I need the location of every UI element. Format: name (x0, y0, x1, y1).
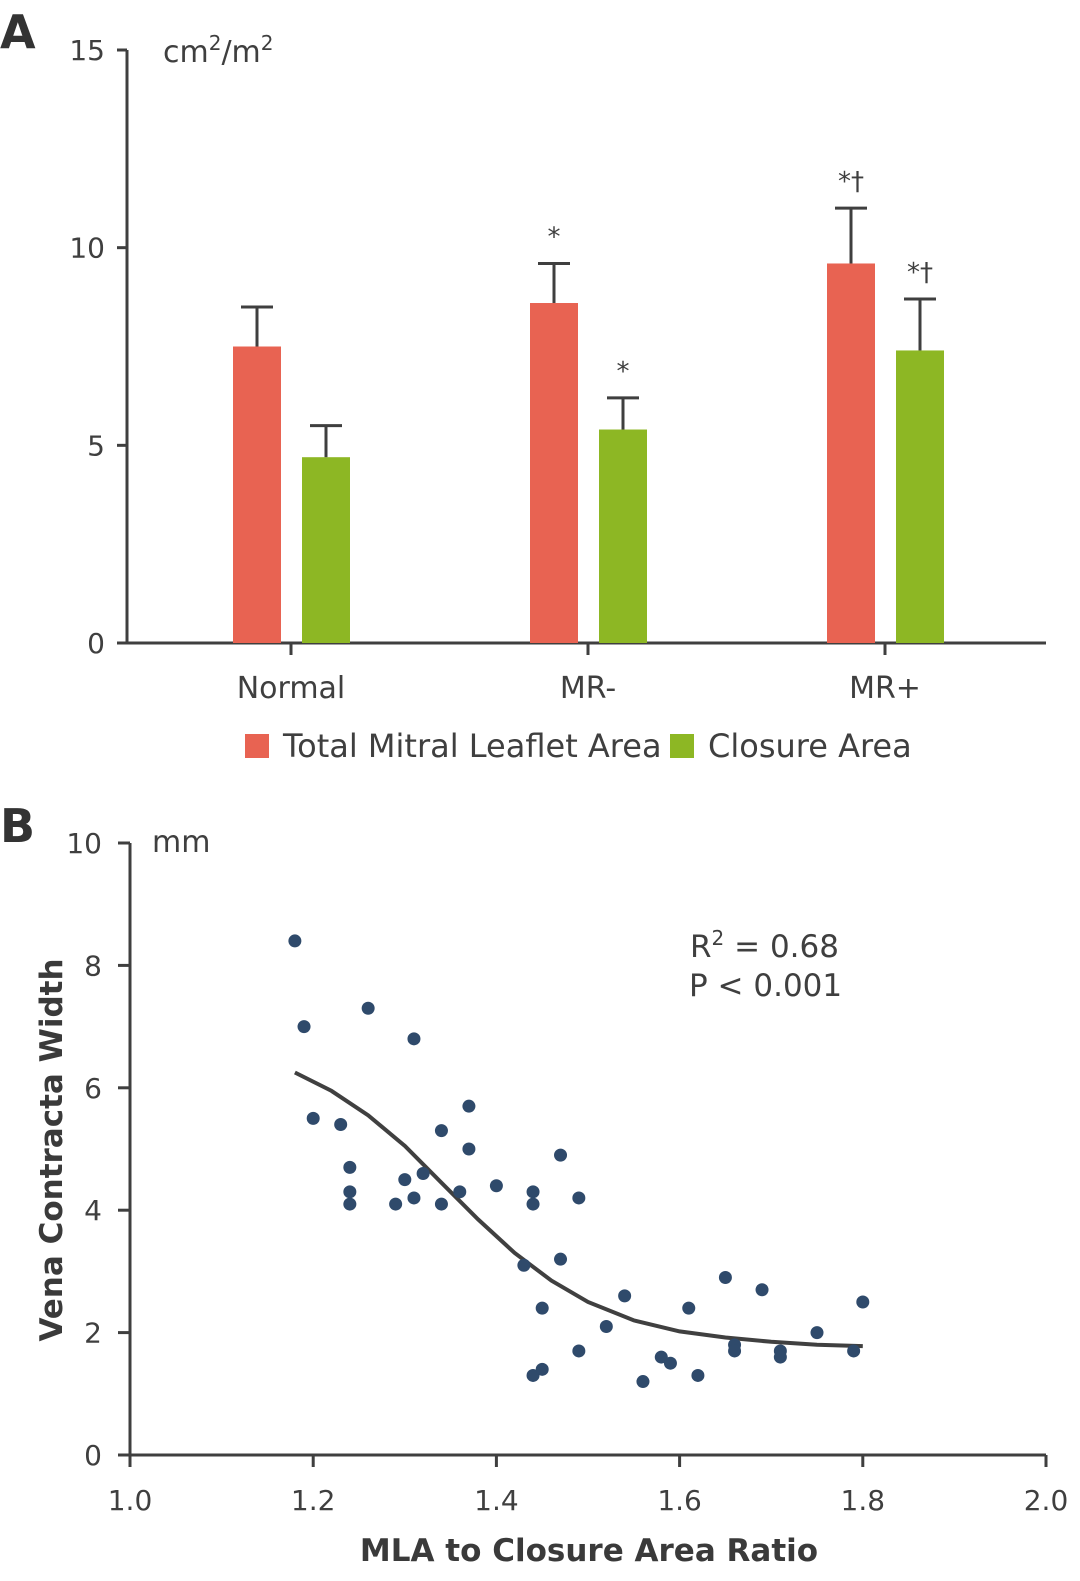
legend-swatch-closure (670, 734, 694, 758)
data-point (453, 1185, 467, 1199)
closure-area-bar (896, 350, 944, 643)
data-point (361, 1001, 375, 1015)
panel-b-x-tick-label: 2.0 (1024, 1484, 1069, 1517)
data-point (462, 1142, 476, 1156)
data-point (810, 1326, 824, 1340)
data-point (434, 1197, 448, 1211)
panel-b: B mm R2 = 0.68 P < 0.001 MLA to Closure … (0, 799, 1068, 1569)
data-point (535, 1362, 549, 1376)
data-point (599, 1319, 613, 1333)
panel-b-x-tick-label: 1.4 (474, 1484, 519, 1517)
panel-a: A cm2/m2 0 5 10 15 Normal MR- MR+ * * *† *† Total… (0, 5, 1046, 765)
data-point (389, 1197, 403, 1211)
data-point (407, 1191, 421, 1205)
data-point (398, 1173, 412, 1187)
leaflet-area-bar (530, 303, 578, 643)
data-point (288, 934, 302, 948)
panel-b-points (288, 934, 870, 1389)
data-point (718, 1271, 732, 1285)
regression-curve (294, 1070, 863, 1349)
r-squared-label: R2 = 0.68 (690, 926, 839, 965)
data-point (334, 1118, 348, 1132)
data-point (343, 1197, 357, 1211)
panel-b-axes: 0 2 4 6 8 10 1.0 1.2 1.4 1.6 1.8 2.0 (66, 827, 1068, 1517)
category-label: MR- (560, 671, 616, 706)
data-point (691, 1368, 705, 1382)
y-axis-title: Vena Contracta Width (34, 958, 70, 1341)
data-point (526, 1368, 540, 1382)
panel-b-letter: B (0, 799, 35, 853)
data-point (847, 1344, 861, 1358)
data-point (407, 1032, 421, 1046)
x-axis-title: MLA to Closure Area Ratio (360, 1533, 818, 1569)
panel-a-axes: 0 5 10 15 Normal MR- MR+ (69, 34, 1046, 706)
panel-a-y-tick-label: 15 (69, 34, 105, 67)
data-point (517, 1258, 531, 1272)
significance-marker: * (617, 357, 630, 387)
data-point (554, 1148, 568, 1162)
panel-a-letter: A (0, 5, 36, 59)
panel-b-x-tick-label: 1.0 (108, 1484, 153, 1517)
closure-area-bar (599, 429, 647, 643)
data-point (572, 1191, 586, 1205)
data-point (636, 1375, 650, 1389)
data-point (535, 1301, 549, 1315)
data-point (572, 1344, 586, 1358)
data-point (654, 1350, 668, 1364)
data-point (526, 1197, 540, 1211)
panel-b-y-tick-label: 2 (84, 1317, 102, 1350)
data-point (773, 1350, 787, 1364)
panel-b-y-tick-label: 6 (84, 1072, 102, 1105)
data-point (728, 1344, 742, 1358)
panel-a-y-unit: cm2/m2 (163, 31, 274, 70)
legend-label: Closure Area (708, 727, 912, 765)
panel-a-y-tick-label: 10 (69, 232, 105, 265)
panel-b-x-tick-label: 1.8 (841, 1484, 886, 1517)
panel-b-x-tick-label: 1.6 (657, 1484, 702, 1517)
panel-a-y-tick-label: 5 (87, 429, 105, 462)
significance-marker: *† (838, 167, 864, 197)
panel-b-y-tick-label: 8 (84, 949, 102, 982)
data-point (618, 1289, 632, 1303)
p-value-label: P < 0.001 (689, 968, 842, 1004)
data-point (526, 1185, 540, 1199)
data-point (663, 1356, 677, 1370)
category-label: MR+ (849, 671, 921, 706)
panel-b-y-unit: mm (152, 825, 210, 860)
panel-b-y-tick-label: 10 (66, 827, 102, 860)
panel-b-y-tick-label: 4 (84, 1194, 102, 1227)
leaflet-area-bar (233, 346, 281, 643)
data-point (416, 1166, 430, 1180)
data-point (462, 1099, 476, 1113)
data-point (489, 1179, 503, 1193)
leaflet-area-bar (827, 263, 875, 643)
panel-a-legend: Total Mitral Leaflet Area Closure Area (245, 727, 912, 765)
data-point (297, 1020, 311, 1034)
data-point (343, 1160, 357, 1174)
data-point (755, 1283, 769, 1297)
data-point (554, 1252, 568, 1266)
data-point (856, 1295, 870, 1309)
category-label: Normal (237, 671, 346, 706)
panel-b-x-tick-label: 1.2 (291, 1484, 336, 1517)
data-point (343, 1185, 357, 1199)
closure-area-bar (302, 457, 350, 643)
legend-swatch-leaflet (245, 734, 269, 758)
significance-marker: * (548, 222, 561, 252)
data-point (306, 1111, 320, 1125)
significance-marker: *† (907, 258, 933, 288)
data-point (682, 1301, 696, 1315)
panel-a-bars: * * *† *† (233, 167, 944, 643)
panel-a-y-tick-label: 0 (87, 627, 105, 660)
panel-b-y-tick-label: 0 (84, 1439, 102, 1472)
legend-label: Total Mitral Leaflet Area (282, 727, 662, 765)
data-point (434, 1124, 448, 1138)
